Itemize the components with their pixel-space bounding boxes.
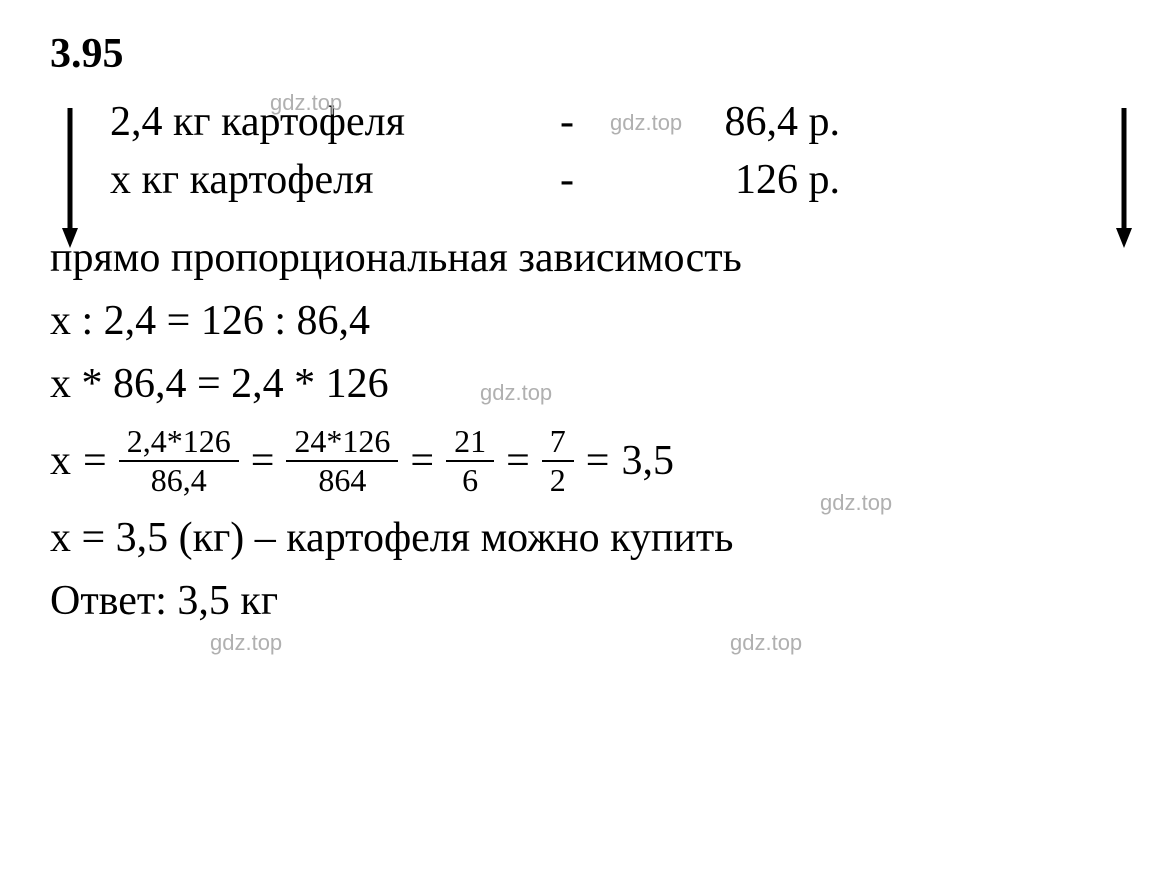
fraction-3-den: 6 bbox=[454, 462, 486, 499]
arrow-down-right-icon bbox=[1114, 108, 1134, 248]
fraction-1-den: 86,4 bbox=[143, 462, 215, 499]
setup-left-1: 2,4 кг картофеля bbox=[110, 98, 560, 146]
watermark-4: gdz.top bbox=[210, 630, 282, 656]
fraction-4-den: 2 bbox=[542, 462, 574, 499]
setup-block: 2,4 кг картофеля - 86,4 р. x кг картофел… bbox=[110, 98, 1114, 204]
fraction-3-num: 21 bbox=[446, 423, 494, 462]
fraction-calculation: x = 2,4*126 86,4 = 24*126 864 = 21 6 = 7… bbox=[50, 423, 1114, 499]
equals-3: = bbox=[410, 437, 434, 485]
setup-dash-1: - bbox=[560, 98, 640, 146]
fraction-2-den: 864 bbox=[310, 462, 374, 499]
proportion-equation: x : 2,4 = 126 : 86,4 bbox=[50, 297, 1114, 345]
x-variable: x bbox=[50, 437, 71, 485]
problem-number: 3.95 bbox=[50, 30, 1114, 78]
fraction-4: 7 2 bbox=[542, 423, 574, 499]
dependency-text: прямо пропорциональная зависимость bbox=[50, 234, 1114, 282]
fraction-2-num: 24*126 bbox=[286, 423, 398, 462]
setup-right-2: 126 р. bbox=[640, 156, 840, 204]
setup-row-2: x кг картофеля - 126 р. bbox=[110, 156, 1114, 204]
setup-left-2: x кг картофеля bbox=[110, 156, 560, 204]
final-result: 3,5 bbox=[621, 437, 674, 485]
equals-1: = bbox=[83, 437, 107, 485]
fraction-4-num: 7 bbox=[542, 423, 574, 462]
fraction-2: 24*126 864 bbox=[286, 423, 398, 499]
fraction-1-num: 2,4*126 bbox=[119, 423, 239, 462]
watermark-5: gdz.top bbox=[730, 630, 802, 656]
setup-row-1: 2,4 кг картофеля - 86,4 р. bbox=[110, 98, 1114, 146]
arrow-down-left-icon bbox=[60, 108, 80, 248]
equals-5: = bbox=[586, 437, 610, 485]
setup-dash-2: - bbox=[560, 156, 640, 204]
equals-4: = bbox=[506, 437, 530, 485]
equals-2: = bbox=[251, 437, 275, 485]
fraction-1: 2,4*126 86,4 bbox=[119, 423, 239, 499]
conclusion-text: x = 3,5 (кг) – картофеля можно купить bbox=[50, 514, 1114, 562]
setup-right-1: 86,4 р. bbox=[640, 98, 840, 146]
fraction-3: 21 6 bbox=[446, 423, 494, 499]
cross-multiplication: x * 86,4 = 2,4 * 126 bbox=[50, 360, 1114, 408]
answer-text: Ответ: 3,5 кг bbox=[50, 577, 1114, 625]
